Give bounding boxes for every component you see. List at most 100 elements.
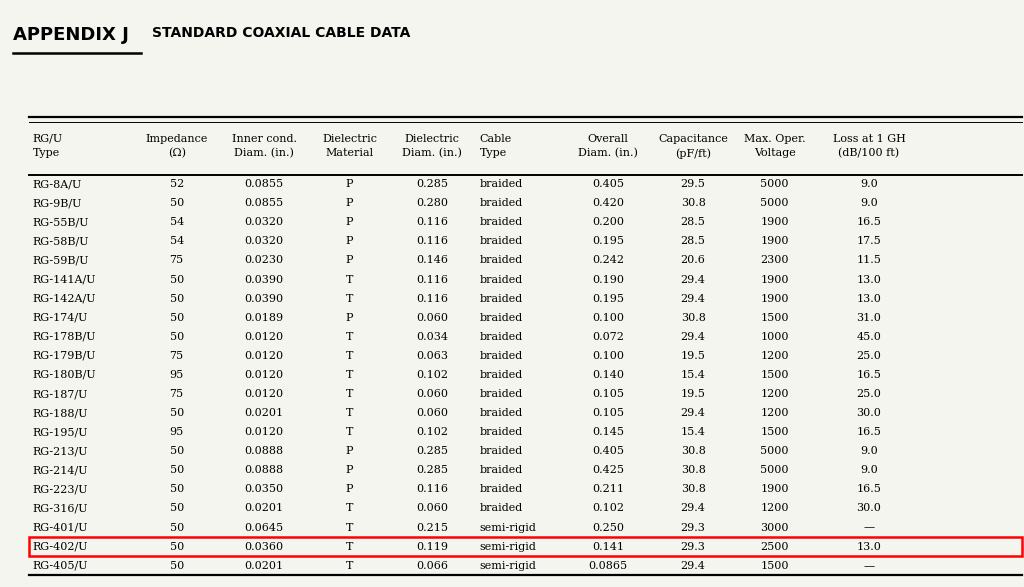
Text: RG/U: RG/U — [33, 134, 62, 144]
Text: 0.0360: 0.0360 — [245, 542, 284, 552]
Text: T: T — [346, 561, 353, 571]
Text: 54: 54 — [170, 237, 183, 247]
Text: 1900: 1900 — [761, 237, 788, 247]
Text: 1200: 1200 — [761, 389, 788, 399]
Text: 0.146: 0.146 — [416, 255, 447, 265]
Text: 50: 50 — [170, 561, 183, 571]
Text: 0.100: 0.100 — [592, 313, 624, 323]
Text: T: T — [346, 275, 353, 285]
Text: RG-55B/U: RG-55B/U — [33, 217, 89, 227]
Text: T: T — [346, 504, 353, 514]
Text: 0.195: 0.195 — [592, 294, 624, 303]
Text: 0.100: 0.100 — [592, 351, 624, 361]
Text: 45.0: 45.0 — [856, 332, 882, 342]
Text: RG-178B/U: RG-178B/U — [33, 332, 96, 342]
Text: 0.0888: 0.0888 — [245, 465, 284, 475]
Text: semi-rigid: semi-rigid — [479, 522, 537, 532]
Text: braided: braided — [479, 237, 523, 247]
Text: 0.0888: 0.0888 — [245, 446, 284, 456]
Text: 0.195: 0.195 — [592, 237, 624, 247]
Text: Loss at 1 GH: Loss at 1 GH — [833, 134, 905, 144]
Text: P: P — [346, 255, 353, 265]
Text: P: P — [346, 198, 353, 208]
Text: 0.105: 0.105 — [592, 389, 624, 399]
Text: 50: 50 — [170, 446, 183, 456]
Text: P: P — [346, 484, 353, 494]
Text: braided: braided — [479, 370, 523, 380]
Text: APPENDIX J: APPENDIX J — [13, 26, 129, 45]
Text: T: T — [346, 351, 353, 361]
Text: 0.280: 0.280 — [416, 198, 447, 208]
Text: 5000: 5000 — [761, 179, 788, 189]
Text: 0.116: 0.116 — [416, 275, 447, 285]
Text: RG-402/U: RG-402/U — [33, 542, 88, 552]
Text: 0.034: 0.034 — [416, 332, 447, 342]
Text: 0.102: 0.102 — [592, 504, 624, 514]
Text: RG-141A/U: RG-141A/U — [33, 275, 96, 285]
Text: 5000: 5000 — [761, 198, 788, 208]
Text: 30.8: 30.8 — [681, 198, 706, 208]
Text: 29.3: 29.3 — [681, 522, 706, 532]
Text: 0.0320: 0.0320 — [245, 237, 284, 247]
Text: 0.102: 0.102 — [416, 427, 447, 437]
Text: 0.116: 0.116 — [416, 237, 447, 247]
Text: 0.405: 0.405 — [592, 446, 624, 456]
Text: RG-223/U: RG-223/U — [33, 484, 88, 494]
Text: braided: braided — [479, 217, 523, 227]
Text: 0.285: 0.285 — [416, 179, 447, 189]
Text: 0.0865: 0.0865 — [588, 561, 628, 571]
Text: Impedance: Impedance — [145, 134, 208, 144]
Text: 50: 50 — [170, 275, 183, 285]
Text: 0.060: 0.060 — [416, 313, 447, 323]
Text: 0.060: 0.060 — [416, 504, 447, 514]
Text: 29.4: 29.4 — [681, 408, 706, 418]
Text: Capacitance: Capacitance — [658, 134, 728, 144]
Text: RG-142A/U: RG-142A/U — [33, 294, 96, 303]
Text: 0.102: 0.102 — [416, 370, 447, 380]
Text: T: T — [346, 427, 353, 437]
Text: 0.105: 0.105 — [592, 408, 624, 418]
Text: 50: 50 — [170, 332, 183, 342]
Text: 0.425: 0.425 — [592, 465, 624, 475]
Text: 0.250: 0.250 — [592, 522, 624, 532]
Text: 1900: 1900 — [761, 275, 788, 285]
Text: P: P — [346, 465, 353, 475]
Text: 29.4: 29.4 — [681, 561, 706, 571]
Text: 1200: 1200 — [761, 504, 788, 514]
Text: 0.0120: 0.0120 — [245, 427, 284, 437]
Text: 0.285: 0.285 — [416, 465, 447, 475]
Text: braided: braided — [479, 389, 523, 399]
Text: 0.063: 0.063 — [416, 351, 447, 361]
Text: 19.5: 19.5 — [681, 389, 706, 399]
Text: 16.5: 16.5 — [856, 484, 882, 494]
Text: (Ω): (Ω) — [168, 149, 185, 158]
Text: 0.0230: 0.0230 — [245, 255, 284, 265]
Text: braided: braided — [479, 408, 523, 418]
Text: 29.5: 29.5 — [681, 179, 706, 189]
Text: 2500: 2500 — [761, 542, 788, 552]
Text: 0.116: 0.116 — [416, 217, 447, 227]
Text: 0.141: 0.141 — [592, 542, 624, 552]
Text: 0.140: 0.140 — [592, 370, 624, 380]
Text: —: — — [863, 522, 874, 532]
Text: (pF/ft): (pF/ft) — [675, 148, 712, 158]
Text: 19.5: 19.5 — [681, 351, 706, 361]
Text: Overall: Overall — [588, 134, 628, 144]
Text: 1900: 1900 — [761, 484, 788, 494]
Text: 50: 50 — [170, 198, 183, 208]
Text: 11.5: 11.5 — [856, 255, 882, 265]
Text: 29.3: 29.3 — [681, 542, 706, 552]
Text: 50: 50 — [170, 504, 183, 514]
Text: 1900: 1900 — [761, 217, 788, 227]
Text: 0.0201: 0.0201 — [245, 408, 284, 418]
Text: T: T — [346, 389, 353, 399]
Text: 0.0320: 0.0320 — [245, 217, 284, 227]
Text: 75: 75 — [170, 351, 183, 361]
Text: T: T — [346, 332, 353, 342]
Text: braided: braided — [479, 484, 523, 494]
Text: 30.8: 30.8 — [681, 465, 706, 475]
Text: 50: 50 — [170, 542, 183, 552]
Text: 1500: 1500 — [761, 370, 788, 380]
Text: 0.200: 0.200 — [592, 217, 624, 227]
Text: RG-180B/U: RG-180B/U — [33, 370, 96, 380]
